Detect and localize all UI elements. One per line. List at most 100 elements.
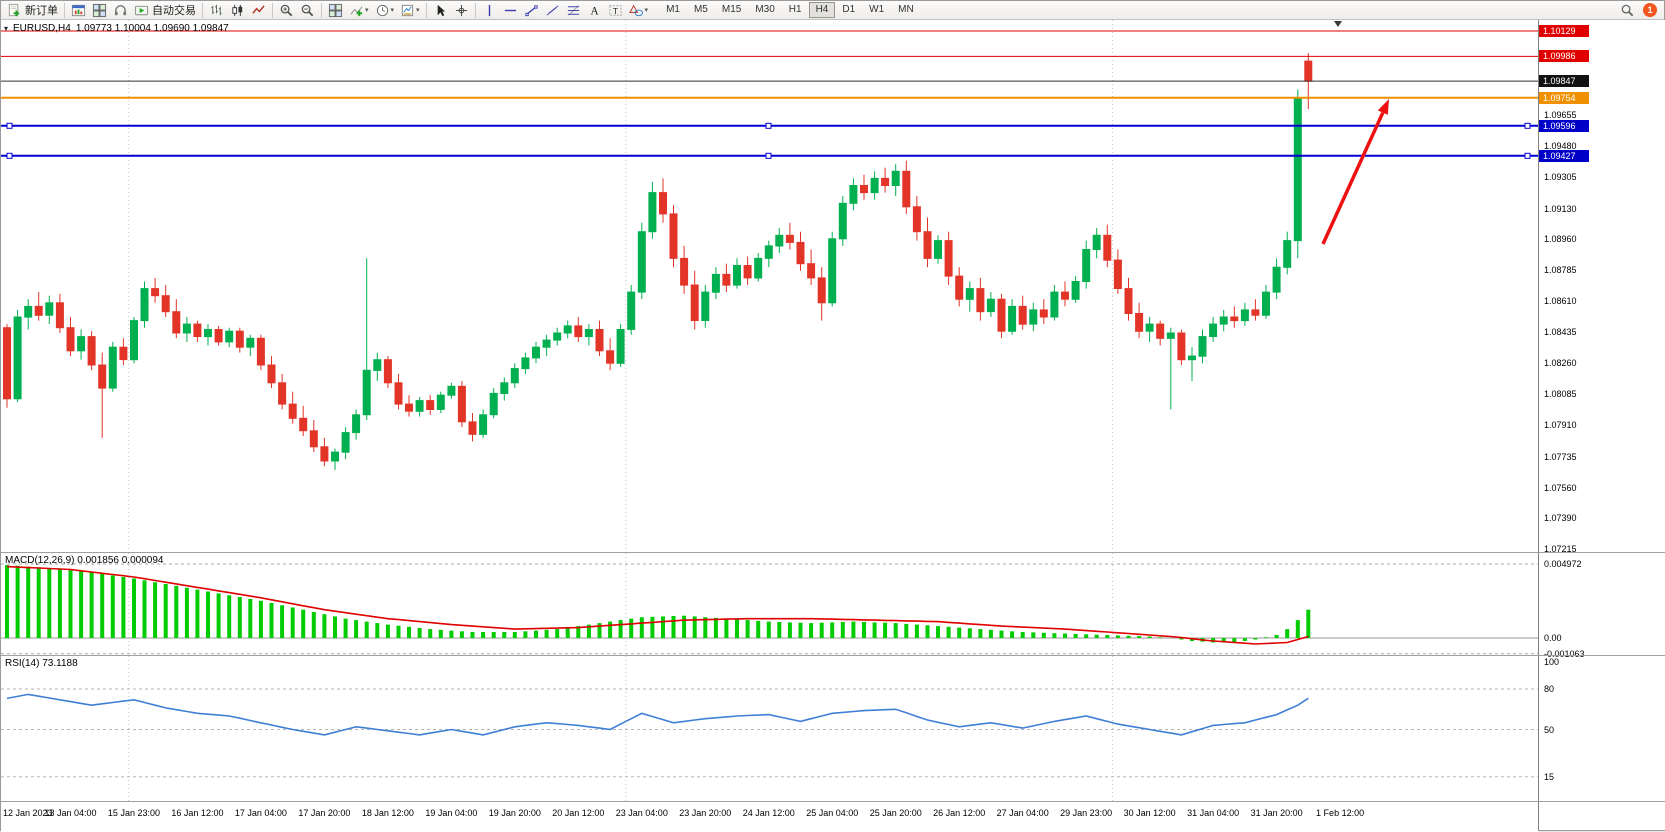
candle-body (870, 177, 879, 194)
text-button[interactable]: A (584, 1, 605, 20)
toolbar-separator (474, 2, 476, 18)
level-handle[interactable] (6, 152, 13, 159)
time-axis-label: 1 Feb 12:00 (1316, 808, 1365, 818)
bar-chart-button[interactable] (206, 1, 227, 20)
time-axis[interactable]: 12 Jan 2023 13 Jan 04:00 15 Jan 23:00 16 Ja… (1, 802, 1538, 832)
candle-body (214, 329, 223, 343)
svg-text:A: A (590, 5, 599, 17)
fibonacci-button[interactable] (563, 1, 584, 20)
zoom-in-button[interactable] (276, 1, 297, 20)
trendline-icon (524, 3, 539, 18)
candle-body (1050, 291, 1059, 318)
time-axis-label: 23 Jan 20:00 (679, 808, 732, 818)
trend-arrow-annotation[interactable] (1321, 99, 1389, 245)
price-badge: 1.09847 (1539, 75, 1589, 87)
cursor-button[interactable] (430, 1, 451, 20)
candle-body (902, 170, 911, 208)
candle-body (130, 320, 138, 361)
templates-button[interactable]: ▾ (397, 1, 423, 20)
indicators-button[interactable]: ▾ (346, 1, 372, 20)
timeframe-m30-button[interactable]: M30 (755, 4, 775, 15)
candle-body (1039, 309, 1048, 318)
timeframe-m5-button[interactable]: M5 (693, 4, 708, 15)
chevron-down-icon[interactable]: ▾ (390, 6, 395, 14)
add-indicator-icon (349, 3, 364, 18)
tile-windows-icon (328, 3, 343, 18)
chevron-down-icon[interactable]: ▾ (416, 6, 420, 14)
timeframe-h1-button[interactable]: H1 (788, 4, 802, 15)
candle-body (447, 385, 456, 396)
candle-body (161, 295, 170, 313)
timeframe-w1-button[interactable]: W1 (869, 4, 885, 15)
timeframe-mn-button[interactable]: MN (898, 4, 914, 15)
trendline-button[interactable] (521, 1, 542, 20)
candle-body (785, 234, 794, 243)
profiles-button[interactable] (89, 1, 110, 20)
line-chart-icon (251, 3, 266, 18)
price-tick-label: 1.08435 (1544, 327, 1577, 337)
level-handle[interactable] (765, 122, 772, 129)
label-button[interactable]: T (605, 1, 626, 20)
shapes-button[interactable]: ▾ (626, 1, 652, 20)
line-chart-button[interactable] (248, 1, 269, 20)
new-order-button[interactable]: 新订单 (4, 1, 61, 20)
zoom-out-button[interactable] (297, 1, 318, 20)
timeframe-m1-button[interactable]: M1 (666, 4, 680, 15)
ohlc-values: 1.09773 1.10004 1.09690 1.09847 (75, 23, 229, 34)
periods-button[interactable]: ▾ (372, 1, 398, 20)
timeframe-m15-button[interactable]: M15 (721, 4, 742, 15)
price-tick-label: 1.08960 (1544, 234, 1577, 244)
candle-body (997, 298, 1006, 332)
toolbar-separator (272, 2, 273, 18)
candle-body (1113, 259, 1122, 290)
time-axis-label: 30 Jan 12:00 (1123, 808, 1176, 818)
candle-body (373, 359, 382, 371)
sound-button[interactable] (110, 1, 131, 20)
chevron-down-icon[interactable]: ▾ (365, 6, 369, 14)
rsi-panel[interactable]: RSI(14) 73.1188 (1, 656, 1538, 801)
timeframe-h4-button[interactable]: H4 (808, 2, 836, 18)
main-chart-area[interactable]: ▾ EURUSD,H4 1.09773 1.10004 1.09690 1.09… (1, 20, 1538, 552)
candle-body (563, 325, 572, 334)
macd-axis-label: 0.00 (1544, 633, 1562, 643)
macd-panel[interactable]: MACD(12,26,9) 0.001856 0.000094 (1, 553, 1538, 655)
timeframe-d1-button[interactable]: D1 (842, 4, 856, 15)
notification-badge[interactable]: 1 (1643, 3, 1657, 17)
candle-body (648, 192, 657, 233)
time-axis-label: 24 Jan 12:00 (742, 808, 795, 818)
chevron-down-icon[interactable]: ▾ (644, 6, 649, 14)
candle-body (574, 325, 583, 338)
level-handle[interactable] (1524, 122, 1531, 129)
panel-divider[interactable] (1, 655, 1665, 656)
candle-body (320, 446, 329, 462)
price-tick-label: 1.09130 (1544, 204, 1577, 214)
autotrading-button[interactable]: 自动交易 (131, 1, 199, 20)
vertical-line-button[interactable] (479, 1, 500, 20)
level-handle[interactable] (1524, 152, 1531, 159)
candle-body (1061, 291, 1069, 300)
candlestick-button[interactable] (227, 1, 248, 20)
candle-body (722, 273, 731, 286)
chart-shift-marker[interactable] (1334, 21, 1342, 27)
candle-body (119, 346, 128, 361)
candle-body (1124, 288, 1133, 315)
collapse-indicators-icon[interactable]: ▾ (4, 24, 9, 33)
tile-windows-button[interactable] (325, 1, 346, 20)
candle-body (341, 432, 350, 453)
rsi-label: RSI(14) 73.1188 (5, 658, 78, 669)
price-axis[interactable]: 1.09655 1.09480 1.09305 1.09130 1.08960 1.087… (1538, 20, 1665, 830)
level-handle[interactable] (765, 152, 772, 159)
new-chart-button[interactable] (68, 1, 89, 20)
cursor-icon (433, 3, 448, 18)
price-tick-label: 1.07390 (1544, 513, 1577, 523)
channel-button[interactable] (542, 1, 563, 20)
macd-signal-line (6, 565, 1309, 645)
fibonacci-icon (566, 3, 581, 18)
crosshair-button[interactable] (451, 1, 472, 20)
search-icon[interactable] (1617, 1, 1638, 20)
panel-divider[interactable] (1, 552, 1665, 553)
candle-body (775, 234, 784, 247)
candle-body (965, 288, 974, 300)
level-handle[interactable] (6, 122, 13, 129)
horizontal-line-button[interactable] (500, 1, 521, 20)
